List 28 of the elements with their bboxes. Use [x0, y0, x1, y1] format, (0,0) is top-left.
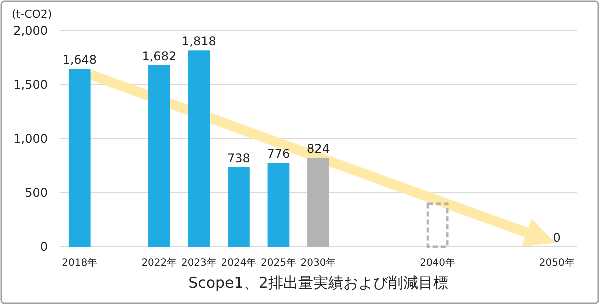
- data-label: 1,682: [142, 49, 177, 64]
- y-tick-label: 0: [40, 240, 48, 254]
- x-tick-label: 2040年: [420, 257, 456, 269]
- y-axis-title: (t-CO2): [12, 8, 52, 21]
- text: Scope1、2排出量実績および削減目標: [188, 274, 448, 292]
- x-tick-label: 2025年: [261, 257, 296, 269]
- bar: [188, 50, 210, 247]
- x-tick-label: 2030年: [300, 257, 336, 269]
- x-tick-label: 2024年: [221, 257, 257, 269]
- bar: [426, 202, 449, 248]
- bar: [148, 65, 170, 247]
- y-tick-label: 1,000: [14, 132, 48, 146]
- x-tick-label: 2023年: [181, 257, 217, 269]
- x-tick-label: 2022年: [142, 257, 178, 269]
- data-label: 738: [228, 151, 250, 166]
- y-tick-label: 1,500: [14, 78, 48, 92]
- data-label: 1,818: [182, 34, 216, 49]
- y-tick-label: 2,000: [14, 24, 48, 38]
- data-label: 1,648: [62, 53, 98, 68]
- bar: [268, 163, 290, 247]
- data-label: 776: [267, 147, 290, 162]
- data-label: 0: [553, 231, 561, 245]
- data-label: 824: [307, 142, 330, 156]
- x-tick-label: 2050年: [539, 257, 575, 269]
- y-tick-label: 500: [25, 186, 48, 200]
- bar: [68, 69, 91, 247]
- bar: [228, 167, 250, 247]
- x-tick-label: 2018年: [62, 257, 98, 269]
